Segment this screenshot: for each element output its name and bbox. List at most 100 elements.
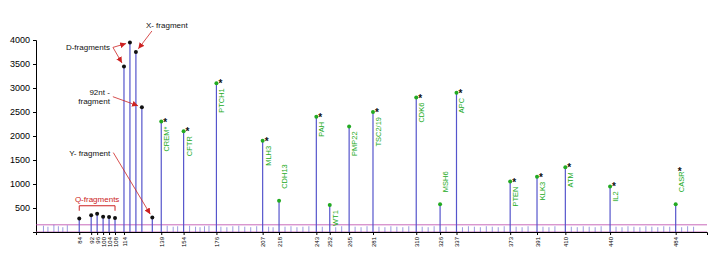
spike <box>278 201 279 232</box>
x-tick-mark <box>279 232 280 235</box>
spike-dot <box>113 216 117 220</box>
spike <box>554 226 555 232</box>
spike <box>220 227 221 232</box>
spike-dot <box>150 216 154 220</box>
x-tick-mark <box>79 232 80 235</box>
gene-label: MLH3 <box>264 146 273 166</box>
spike <box>141 107 142 232</box>
spike <box>58 226 59 232</box>
star: * <box>539 172 543 183</box>
x-tick-label: 84 <box>77 236 83 243</box>
x-tick: 265 <box>347 232 353 247</box>
spike <box>378 227 379 232</box>
spike <box>152 218 153 232</box>
spike <box>108 217 109 232</box>
x-tick-mark <box>124 232 125 235</box>
gene-label: CDK6 <box>417 103 426 123</box>
y-tick-label: 3000 <box>10 83 30 93</box>
y-tick: 2500 <box>10 107 36 117</box>
y-tick-mark <box>33 40 36 41</box>
annotation-line: Y- fragment <box>69 149 111 158</box>
spike <box>627 226 628 232</box>
annotation-text: Y- fragment <box>69 149 111 158</box>
x-tick-mark <box>115 232 116 235</box>
y-tick-label: 4000 <box>10 35 30 45</box>
spike <box>290 226 291 232</box>
x-tick: 440 <box>608 232 614 247</box>
x-tick: 373 <box>508 232 514 247</box>
y-tick-mark <box>33 208 36 209</box>
x-tick-mark <box>440 232 441 235</box>
x-tick: 207 <box>260 232 266 247</box>
x-tick: 218 <box>277 232 283 247</box>
spike-series <box>122 40 144 232</box>
annotation-arrow <box>138 31 152 49</box>
spike <box>91 215 92 232</box>
x-tick-mark <box>330 232 331 235</box>
y-tick-label: 2000 <box>10 131 30 141</box>
spike <box>408 226 409 232</box>
x-tick-label: 337 <box>454 236 460 247</box>
x-tick-mark <box>349 232 350 235</box>
spike-dot <box>101 215 105 219</box>
y-tick-label: 3500 <box>10 59 30 69</box>
labels: CREM**CFTR*PTCH1*MLH3*CDH13PAH*WT1PMP22T… <box>66 21 686 226</box>
spike-series <box>43 225 693 232</box>
x-tick-mark <box>216 232 217 235</box>
plot-area <box>36 40 707 232</box>
star: * <box>418 93 422 104</box>
star: * <box>265 136 269 147</box>
spike <box>173 227 174 232</box>
annotation: Y- fragment <box>69 149 150 215</box>
spike <box>195 227 196 232</box>
spike <box>542 227 543 232</box>
x-tick-label: 139 <box>159 236 165 247</box>
spike <box>296 227 297 232</box>
x-tick-mark <box>416 232 417 235</box>
x-tick-label: 391 <box>535 236 541 247</box>
spike <box>177 226 178 232</box>
spike <box>355 227 356 232</box>
x-tick-mark <box>373 232 374 235</box>
spike-series <box>150 216 154 232</box>
spike <box>384 227 385 232</box>
spike-dot <box>77 217 81 221</box>
spike <box>522 227 523 232</box>
star: * <box>186 126 190 137</box>
spike <box>53 225 54 232</box>
spike <box>238 226 239 232</box>
spike <box>516 227 517 232</box>
x-tick-mark <box>97 232 98 235</box>
gene-label: CREM* <box>162 127 171 152</box>
spike <box>462 227 463 232</box>
annotation-text: Q-fragments <box>75 195 119 204</box>
x-tick: 139 <box>159 232 165 247</box>
x-tick-label: 440 <box>608 236 614 247</box>
y-tick: 1000 <box>10 179 36 189</box>
spike <box>200 227 201 232</box>
spike <box>62 227 63 232</box>
spike <box>669 227 670 232</box>
spike <box>504 226 505 232</box>
annotation-arrow <box>113 97 138 106</box>
spike <box>480 227 481 232</box>
spike <box>67 225 68 232</box>
spike <box>422 227 423 232</box>
y-tick-mark <box>33 112 36 113</box>
spike <box>498 227 499 232</box>
spike <box>208 226 209 232</box>
spike <box>434 226 435 232</box>
spike <box>601 226 602 232</box>
annotation-text: 92nt -fragment <box>78 88 110 106</box>
spike <box>474 227 475 232</box>
y-tick-mark <box>33 88 36 89</box>
y-tick-mark <box>33 160 36 161</box>
annotation: Q-fragments <box>75 195 119 211</box>
spike-dot <box>438 202 442 206</box>
spike <box>273 227 274 232</box>
annotation-arrow <box>113 153 150 215</box>
spike <box>657 227 658 232</box>
chart: 8492961001041081141391541762072182432522… <box>0 0 719 254</box>
spike-dot <box>134 50 138 54</box>
x-tick: 176 <box>214 232 220 247</box>
